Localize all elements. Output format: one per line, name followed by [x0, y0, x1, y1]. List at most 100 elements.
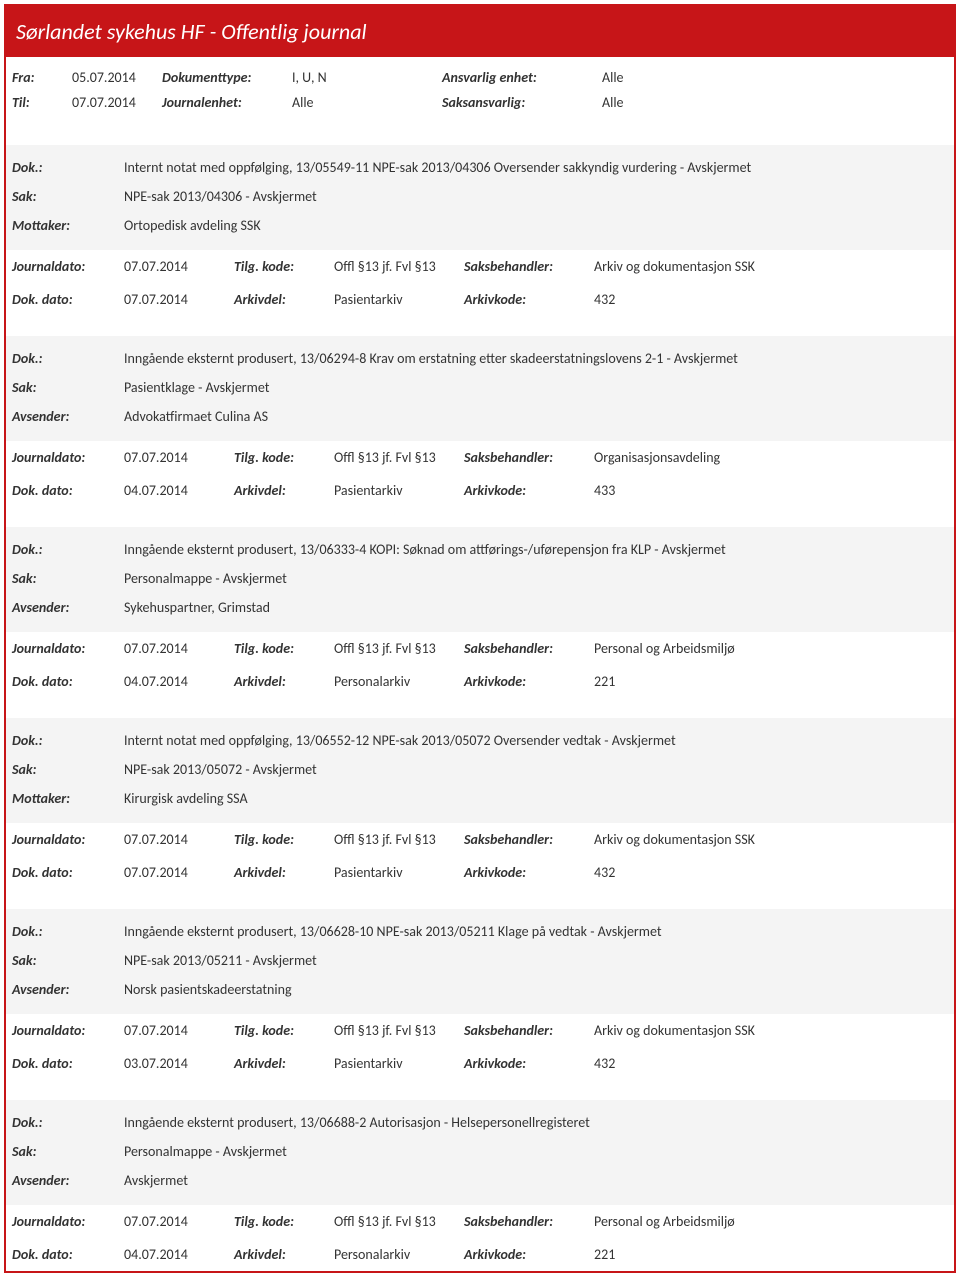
dokdato-value: 04.07.2014	[124, 482, 234, 499]
dok-label: Dok.:	[12, 732, 124, 749]
filter-block: Fra: 05.07.2014 Dokumenttype: I, U, N An…	[6, 57, 954, 125]
arkivdel-value: Pasientarkiv	[334, 864, 464, 881]
sak-label: Sak:	[12, 379, 124, 396]
dok-label: Dok.:	[12, 541, 124, 558]
journaldato-value: 07.07.2014	[124, 1213, 234, 1230]
filter-row-1: Fra: 05.07.2014 Dokumenttype: I, U, N An…	[12, 65, 948, 90]
tilgkode-label: Tilg. kode:	[234, 1213, 334, 1230]
arkivdel-label: Arkivdel:	[234, 482, 334, 499]
dokdato-value: 04.07.2014	[124, 1246, 234, 1263]
tilgkode-label: Tilg. kode:	[234, 1022, 334, 1039]
journal-entry: Dok.:Inngående eksternt produsert, 13/06…	[6, 336, 954, 507]
saksbehandler-value: Personal og Arbeidsmiljø	[594, 640, 948, 657]
journaldato-value: 07.07.2014	[124, 258, 234, 275]
saksbehandler-label: Saksbehandler:	[464, 831, 594, 848]
dokdato-value: 07.07.2014	[124, 291, 234, 308]
party-value: Ortopedisk avdeling SSK	[124, 217, 948, 234]
dokdato-label: Dok. dato:	[12, 864, 124, 881]
sak-label: Sak:	[12, 570, 124, 587]
party-label: Avsender:	[12, 981, 124, 998]
arkivdel-label: Arkivdel:	[234, 673, 334, 690]
arkivkode-value: 432	[594, 864, 948, 881]
dok-label: Dok.:	[12, 923, 124, 940]
dok-label: Dok.:	[12, 350, 124, 367]
journal-entry: Dok.:Inngående eksternt produsert, 13/06…	[6, 1100, 954, 1271]
party-value: Avskjermet	[124, 1172, 948, 1189]
sak-label: Sak:	[12, 188, 124, 205]
doktype-value: I, U, N	[292, 69, 442, 86]
filter-row-2: Til: 07.07.2014 Journalenhet: Alle Saksa…	[12, 90, 948, 115]
dokdato-value: 07.07.2014	[124, 864, 234, 881]
journal-entry: Dok.:Inngående eksternt produsert, 13/06…	[6, 527, 954, 698]
saksbehandler-value: Arkiv og dokumentasjon SSK	[594, 258, 948, 275]
fra-label: Fra:	[12, 69, 72, 86]
entry-header-block: Dok.:Inngående eksternt produsert, 13/06…	[6, 1100, 954, 1205]
dok-value: Inngående eksternt produsert, 13/06333-4…	[124, 541, 948, 558]
ansvarlig-value: Alle	[602, 69, 702, 86]
fra-value: 05.07.2014	[72, 69, 162, 86]
tilgkode-value: Offl §13 jf. Fvl §13	[334, 449, 464, 466]
sak-value: NPE-sak 2013/04306 - Avskjermet	[124, 188, 948, 205]
dok-label: Dok.:	[12, 1114, 124, 1131]
journaldato-label: Journaldato:	[12, 449, 124, 466]
tilgkode-label: Tilg. kode:	[234, 258, 334, 275]
dok-value: Internt notat med oppfølging, 13/06552-1…	[124, 732, 948, 749]
saksbehandler-value: Personal og Arbeidsmiljø	[594, 1213, 948, 1230]
arkivdel-value: Personalarkiv	[334, 673, 464, 690]
arkivdel-label: Arkivdel:	[234, 1055, 334, 1072]
dokdato-label: Dok. dato:	[12, 291, 124, 308]
arkivkode-value: 221	[594, 673, 948, 690]
dok-label: Dok.:	[12, 159, 124, 176]
entry-header-block: Dok.:Internt notat med oppfølging, 13/05…	[6, 145, 954, 250]
journal-entry: Dok.:Inngående eksternt produsert, 13/06…	[6, 909, 954, 1080]
journaldato-label: Journaldato:	[12, 831, 124, 848]
dokdato-label: Dok. dato:	[12, 673, 124, 690]
til-label: Til:	[12, 94, 72, 111]
tilgkode-value: Offl §13 jf. Fvl §13	[334, 1213, 464, 1230]
entries-container: Dok.:Internt notat med oppfølging, 13/05…	[6, 145, 954, 1271]
dok-value: Inngående eksternt produsert, 13/06688-2…	[124, 1114, 948, 1131]
arkivkode-label: Arkivkode:	[464, 673, 594, 690]
sak-value: NPE-sak 2013/05072 - Avskjermet	[124, 761, 948, 778]
tilgkode-label: Tilg. kode:	[234, 640, 334, 657]
party-label: Avsender:	[12, 408, 124, 425]
arkivdel-label: Arkivdel:	[234, 1246, 334, 1263]
doktype-label: Dokumenttype:	[162, 69, 292, 86]
tilgkode-value: Offl §13 jf. Fvl §13	[334, 258, 464, 275]
saksbehandler-label: Saksbehandler:	[464, 258, 594, 275]
arkivdel-label: Arkivdel:	[234, 291, 334, 308]
arkivkode-label: Arkivkode:	[464, 291, 594, 308]
arkivkode-value: 432	[594, 291, 948, 308]
tilgkode-value: Offl §13 jf. Fvl §13	[334, 831, 464, 848]
sak-label: Sak:	[12, 952, 124, 969]
arkivdel-value: Pasientarkiv	[334, 482, 464, 499]
party-label: Avsender:	[12, 1172, 124, 1189]
party-label: Avsender:	[12, 599, 124, 616]
dokdato-value: 04.07.2014	[124, 673, 234, 690]
tilgkode-value: Offl §13 jf. Fvl §13	[334, 1022, 464, 1039]
party-value: Norsk pasientskadeerstatning	[124, 981, 948, 998]
ansvarlig-label: Ansvarlig enhet:	[442, 69, 602, 86]
party-value: Kirurgisk avdeling SSA	[124, 790, 948, 807]
tilgkode-label: Tilg. kode:	[234, 449, 334, 466]
arkivkode-value: 432	[594, 1055, 948, 1072]
arkivdel-value: Personalarkiv	[334, 1246, 464, 1263]
arkivkode-label: Arkivkode:	[464, 1246, 594, 1263]
tilgkode-value: Offl §13 jf. Fvl §13	[334, 640, 464, 657]
journaldato-value: 07.07.2014	[124, 1022, 234, 1039]
sak-value: Pasientklage - Avskjermet	[124, 379, 948, 396]
arkivkode-value: 221	[594, 1246, 948, 1263]
party-label: Mottaker:	[12, 790, 124, 807]
journalenhet-label: Journalenhet:	[162, 94, 292, 111]
party-label: Mottaker:	[12, 217, 124, 234]
journaldato-label: Journaldato:	[12, 1213, 124, 1230]
saksbehandler-label: Saksbehandler:	[464, 640, 594, 657]
journal-page: Sørlandet sykehus HF - Offentlig journal…	[4, 4, 956, 1273]
journaldato-value: 07.07.2014	[124, 831, 234, 848]
saksbehandler-value: Arkiv og dokumentasjon SSK	[594, 1022, 948, 1039]
dokdato-label: Dok. dato:	[12, 482, 124, 499]
dok-value: Internt notat med oppfølging, 13/05549-1…	[124, 159, 948, 176]
tilgkode-label: Tilg. kode:	[234, 831, 334, 848]
page-title: Sørlandet sykehus HF - Offentlig journal	[6, 6, 954, 57]
arkivkode-label: Arkivkode:	[464, 482, 594, 499]
